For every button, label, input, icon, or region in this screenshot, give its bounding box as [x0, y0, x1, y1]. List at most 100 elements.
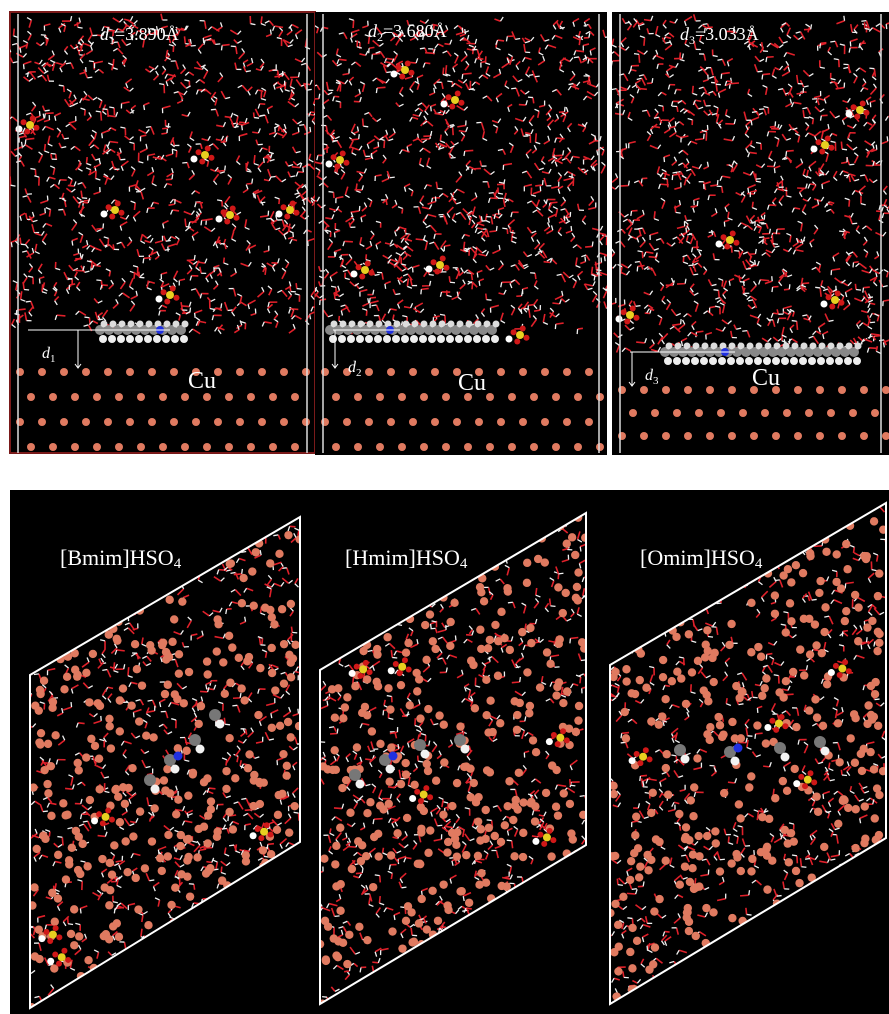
- water: [96, 228, 103, 229]
- water: [815, 287, 820, 288]
- copper: [431, 368, 439, 376]
- water: [359, 134, 360, 139]
- copper: [453, 418, 461, 426]
- water: [436, 182, 437, 189]
- water: [841, 142, 842, 150]
- copper: [541, 368, 549, 376]
- water: [363, 119, 364, 127]
- hydrogen: [171, 335, 179, 343]
- copper: [519, 418, 527, 426]
- water: [172, 210, 179, 211]
- oxygen: [293, 210, 299, 216]
- water: [225, 724, 230, 725]
- oxygen: [196, 149, 202, 155]
- oxygen: [21, 119, 27, 125]
- water: [96, 171, 97, 178]
- hydrogen: [347, 335, 355, 343]
- hydrogen: [736, 357, 744, 365]
- water: [728, 212, 729, 218]
- water: [16, 310, 17, 315]
- copper: [93, 393, 101, 401]
- water: [252, 132, 258, 133]
- water: [259, 637, 260, 644]
- water: [776, 229, 777, 234]
- water: [691, 206, 698, 207]
- water: [216, 139, 222, 140]
- water: [59, 85, 64, 86]
- oxygen: [199, 158, 205, 164]
- water: [310, 127, 311, 132]
- hydrogen: [846, 111, 853, 118]
- hydrogen: [700, 357, 708, 365]
- water: [230, 572, 235, 573]
- water: [440, 135, 441, 141]
- oxygen: [854, 113, 860, 119]
- copper: [761, 409, 769, 417]
- oxygen: [356, 264, 362, 270]
- sulfur: [226, 211, 234, 219]
- oxygen: [819, 148, 825, 154]
- hydrogen: [781, 357, 789, 365]
- hydrogen: [329, 335, 337, 343]
- water: [820, 288, 821, 297]
- water: [96, 280, 101, 281]
- hydrogen: [392, 335, 400, 343]
- hydrogen: [419, 335, 427, 343]
- water: [431, 131, 432, 136]
- oxygen: [440, 256, 446, 262]
- copper: [827, 409, 835, 417]
- water: [87, 77, 92, 78]
- water: [496, 226, 497, 231]
- copper: [126, 418, 134, 426]
- copper: [574, 393, 582, 401]
- water: [107, 109, 108, 116]
- hydrogen: [153, 335, 161, 343]
- water: [11, 185, 16, 186]
- water: [763, 238, 769, 239]
- water: [635, 261, 640, 262]
- water: [803, 283, 809, 284]
- copper: [618, 432, 626, 440]
- water: [842, 149, 847, 150]
- water: [385, 284, 386, 289]
- water: [797, 321, 798, 330]
- water: [103, 223, 104, 228]
- water: [486, 294, 487, 300]
- water: [200, 691, 207, 692]
- copper: [258, 368, 266, 376]
- water: [444, 245, 450, 246]
- water: [89, 61, 94, 62]
- water: [876, 346, 877, 351]
- water: [506, 36, 507, 41]
- copper: [71, 393, 79, 401]
- water: [96, 111, 101, 112]
- oxygen: [405, 61, 411, 67]
- copper: [640, 432, 648, 440]
- water: [260, 202, 265, 203]
- oxygen: [233, 215, 239, 221]
- water: [431, 106, 432, 111]
- hydrogen: [191, 156, 198, 163]
- water: [792, 321, 797, 322]
- water: [20, 238, 21, 245]
- oxygen: [399, 73, 405, 79]
- copper: [596, 443, 604, 451]
- oxygen: [816, 139, 822, 145]
- water: [535, 273, 536, 279]
- water: [14, 29, 15, 36]
- copper: [838, 432, 846, 440]
- copper: [269, 393, 277, 401]
- water: [534, 310, 540, 311]
- copper: [508, 443, 516, 451]
- hydrogen: [16, 126, 23, 133]
- water: [434, 88, 435, 93]
- copper: [60, 418, 68, 426]
- water: [109, 107, 114, 108]
- water: [472, 283, 473, 289]
- oxygen: [829, 303, 835, 309]
- water: [695, 139, 704, 140]
- oxygen: [633, 315, 639, 321]
- copper: [673, 409, 681, 417]
- sulfur: [336, 156, 344, 164]
- water: [34, 674, 39, 675]
